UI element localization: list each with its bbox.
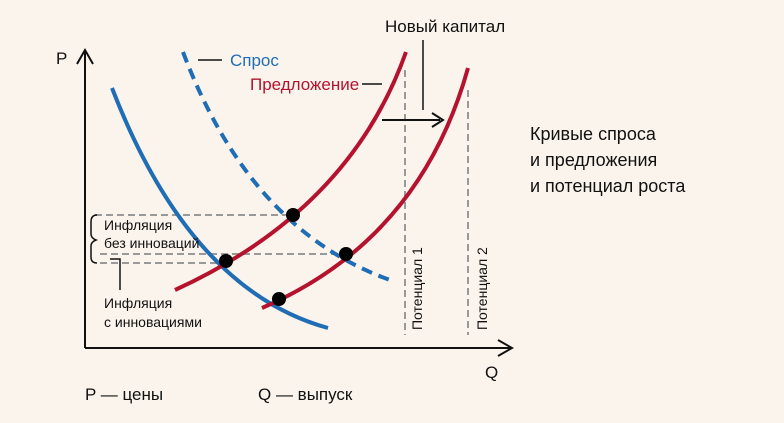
shift-arrow-head — [431, 112, 445, 128]
guide-lines — [95, 70, 469, 335]
inflation-with-pointer — [110, 258, 121, 290]
caption-line-1: Кривые спроса — [530, 124, 657, 144]
potential-2-label: Потенциал 2 — [474, 247, 490, 330]
equilibrium-point — [339, 247, 353, 261]
equilibrium-point — [219, 254, 233, 268]
y-axis-arrow — [76, 47, 94, 65]
caption-line-2: и предложения — [530, 150, 657, 170]
x-axis-arrow — [497, 339, 515, 357]
inflation-without-label-1: Инфляция — [104, 217, 172, 233]
potential-1-label: Потенциал 1 — [409, 247, 425, 330]
x-axis-label: Q — [485, 363, 498, 382]
demand-label: Спрос — [230, 51, 279, 70]
footnote-p: P — цены — [85, 385, 163, 404]
supply-curve — [174, 51, 408, 292]
supply-label: Предложение — [250, 75, 359, 94]
new-capital-label: Новый капитал — [385, 17, 505, 36]
axes: P Q — [56, 47, 515, 382]
footnote-q: Q — выпуск — [258, 385, 353, 404]
demand-curve-new — [181, 51, 391, 282]
supply-curve-new — [261, 67, 470, 310]
inflation-with-label-2: с инновациями — [104, 314, 202, 330]
caption-line-3: и потенциал роста — [530, 176, 686, 196]
y-axis-label: P — [56, 49, 67, 68]
inflation-without-label-2: без инноваций — [104, 235, 199, 251]
inflation-bracket — [90, 214, 99, 264]
equilibrium-point — [286, 208, 300, 222]
demand-curve — [110, 87, 329, 330]
equilibrium-point — [272, 292, 286, 306]
inflation-with-label-1: Инфляция — [104, 295, 172, 311]
equilibrium-points — [219, 208, 353, 306]
